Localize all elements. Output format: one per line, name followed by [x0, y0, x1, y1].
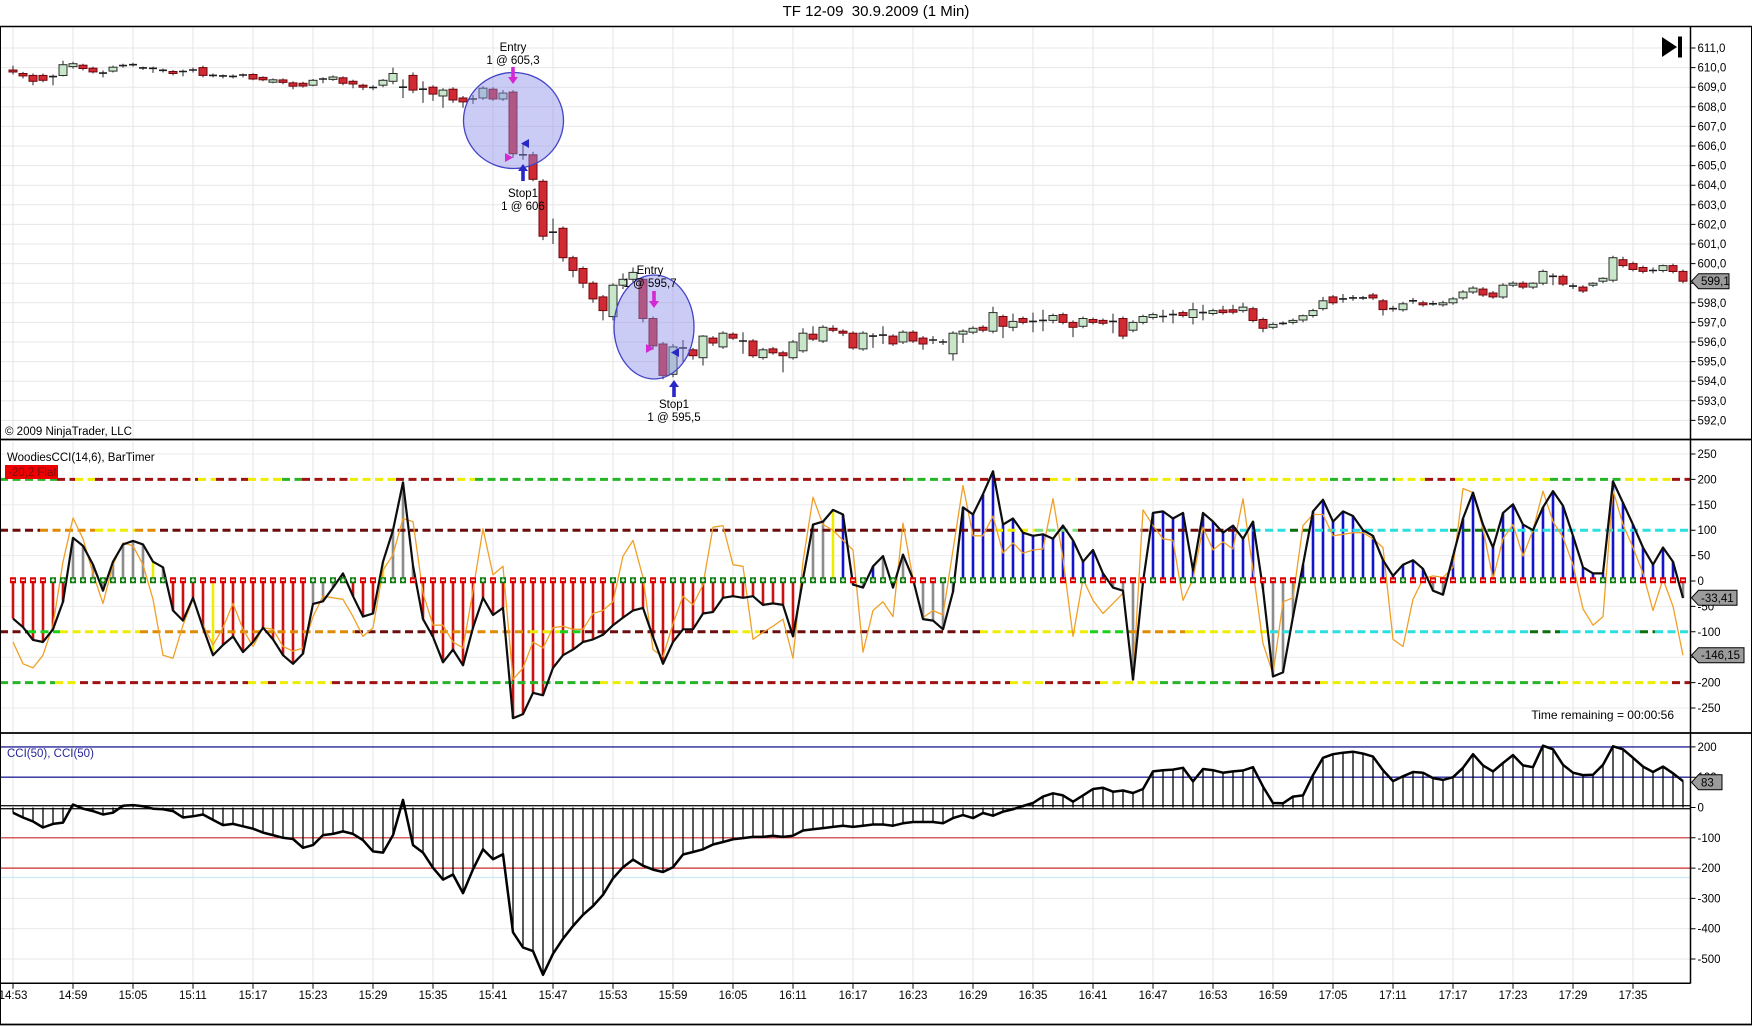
svg-text:-100: -100	[1698, 627, 1721, 639]
svg-text:15:11: 15:11	[179, 990, 207, 1002]
svg-text:602,0: 602,0	[1698, 219, 1727, 231]
svg-text:Entry: Entry	[637, 265, 664, 277]
svg-text:17:29: 17:29	[1559, 990, 1588, 1002]
svg-text:16:59: 16:59	[1259, 990, 1288, 1002]
svg-text:15:47: 15:47	[539, 990, 568, 1002]
svg-text:601,0: 601,0	[1698, 239, 1727, 251]
svg-text:606,0: 606,0	[1698, 141, 1727, 153]
svg-text:WoodiesCCI(14,6), BarTimer: WoodiesCCI(14,6), BarTimer	[7, 452, 155, 464]
svg-text:16:11: 16:11	[779, 990, 807, 1002]
svg-text:15:59: 15:59	[659, 990, 688, 1002]
svg-text:© 2009 NinjaTrader, LLC: © 2009 NinjaTrader, LLC	[5, 426, 132, 438]
svg-text:15:53: 15:53	[599, 990, 628, 1002]
svg-text:16:17: 16:17	[839, 990, 868, 1002]
svg-text:605,0: 605,0	[1698, 161, 1727, 173]
svg-text:-250: -250	[1698, 703, 1721, 715]
svg-text:17:23: 17:23	[1499, 990, 1528, 1002]
svg-text:16:53: 16:53	[1199, 990, 1228, 1002]
svg-text:16:47: 16:47	[1139, 990, 1168, 1002]
svg-text:16:29: 16:29	[959, 990, 988, 1002]
svg-text:Entry: Entry	[500, 42, 527, 54]
svg-text:610,0: 610,0	[1698, 63, 1727, 75]
svg-text:-20,2 Flat: -20,2 Flat	[8, 467, 57, 479]
svg-text:1 @ 605,3: 1 @ 605,3	[486, 55, 539, 67]
svg-text:15:29: 15:29	[359, 990, 388, 1002]
svg-text:592,0: 592,0	[1698, 415, 1727, 427]
svg-text:593,0: 593,0	[1698, 396, 1727, 408]
svg-text:607,0: 607,0	[1698, 121, 1727, 133]
svg-text:250: 250	[1698, 449, 1717, 461]
svg-text:200: 200	[1698, 474, 1717, 486]
svg-text:16:41: 16:41	[1079, 990, 1108, 1002]
svg-text:-200: -200	[1698, 678, 1721, 690]
svg-text:1 @ 595,5: 1 @ 595,5	[647, 412, 700, 424]
svg-text:17:05: 17:05	[1319, 990, 1348, 1002]
svg-text:-300: -300	[1698, 893, 1721, 905]
svg-text:15:23: 15:23	[299, 990, 328, 1002]
svg-text:-400: -400	[1698, 924, 1721, 936]
svg-text:594,0: 594,0	[1698, 376, 1727, 388]
svg-text:598,0: 598,0	[1698, 298, 1727, 310]
svg-text:16:23: 16:23	[899, 990, 928, 1002]
svg-text:16:35: 16:35	[1019, 990, 1048, 1002]
svg-text:Stop1: Stop1	[508, 188, 538, 200]
svg-text:17:11: 17:11	[1379, 990, 1407, 1002]
svg-text:0: 0	[1698, 803, 1704, 815]
svg-text:83: 83	[1701, 777, 1714, 789]
svg-text:603,0: 603,0	[1698, 200, 1727, 212]
svg-text:Time remaining = 00:00:56: Time remaining = 00:00:56	[1531, 708, 1674, 722]
svg-text:608,0: 608,0	[1698, 102, 1727, 114]
svg-text:14:53: 14:53	[0, 990, 27, 1002]
svg-text:599,1: 599,1	[1701, 276, 1730, 288]
svg-text:14:59: 14:59	[59, 990, 88, 1002]
svg-text:15:41: 15:41	[479, 990, 508, 1002]
svg-text:-500: -500	[1698, 954, 1721, 966]
svg-text:17:35: 17:35	[1619, 990, 1648, 1002]
svg-text:16:05: 16:05	[719, 990, 748, 1002]
svg-text:1 @ 606: 1 @ 606	[501, 201, 545, 213]
svg-text:150: 150	[1698, 500, 1717, 512]
svg-text:50: 50	[1698, 551, 1711, 563]
svg-text:100: 100	[1698, 525, 1717, 537]
svg-text:609,0: 609,0	[1698, 82, 1727, 94]
svg-text:1 @ 595,7: 1 @ 595,7	[623, 278, 676, 290]
svg-text:-33,41: -33,41	[1701, 593, 1734, 605]
svg-text:600,0: 600,0	[1698, 259, 1727, 271]
svg-text:17:17: 17:17	[1439, 990, 1468, 1002]
svg-text:15:35: 15:35	[419, 990, 448, 1002]
svg-text:CCI(50), CCI(50): CCI(50), CCI(50)	[7, 748, 94, 760]
svg-text:-146,15: -146,15	[1701, 650, 1740, 662]
svg-text:595,0: 595,0	[1698, 357, 1727, 369]
svg-text:-100: -100	[1698, 833, 1721, 845]
svg-text:611,0: 611,0	[1698, 43, 1726, 55]
svg-text:604,0: 604,0	[1698, 180, 1727, 192]
svg-text:597,0: 597,0	[1698, 317, 1727, 329]
svg-text:0: 0	[1698, 576, 1704, 588]
svg-text:15:17: 15:17	[239, 990, 268, 1002]
svg-text:596,0: 596,0	[1698, 337, 1727, 349]
svg-text:15:05: 15:05	[119, 990, 148, 1002]
svg-text:Stop1: Stop1	[659, 399, 689, 411]
svg-text:-200: -200	[1698, 863, 1721, 875]
svg-text:200: 200	[1698, 742, 1717, 754]
